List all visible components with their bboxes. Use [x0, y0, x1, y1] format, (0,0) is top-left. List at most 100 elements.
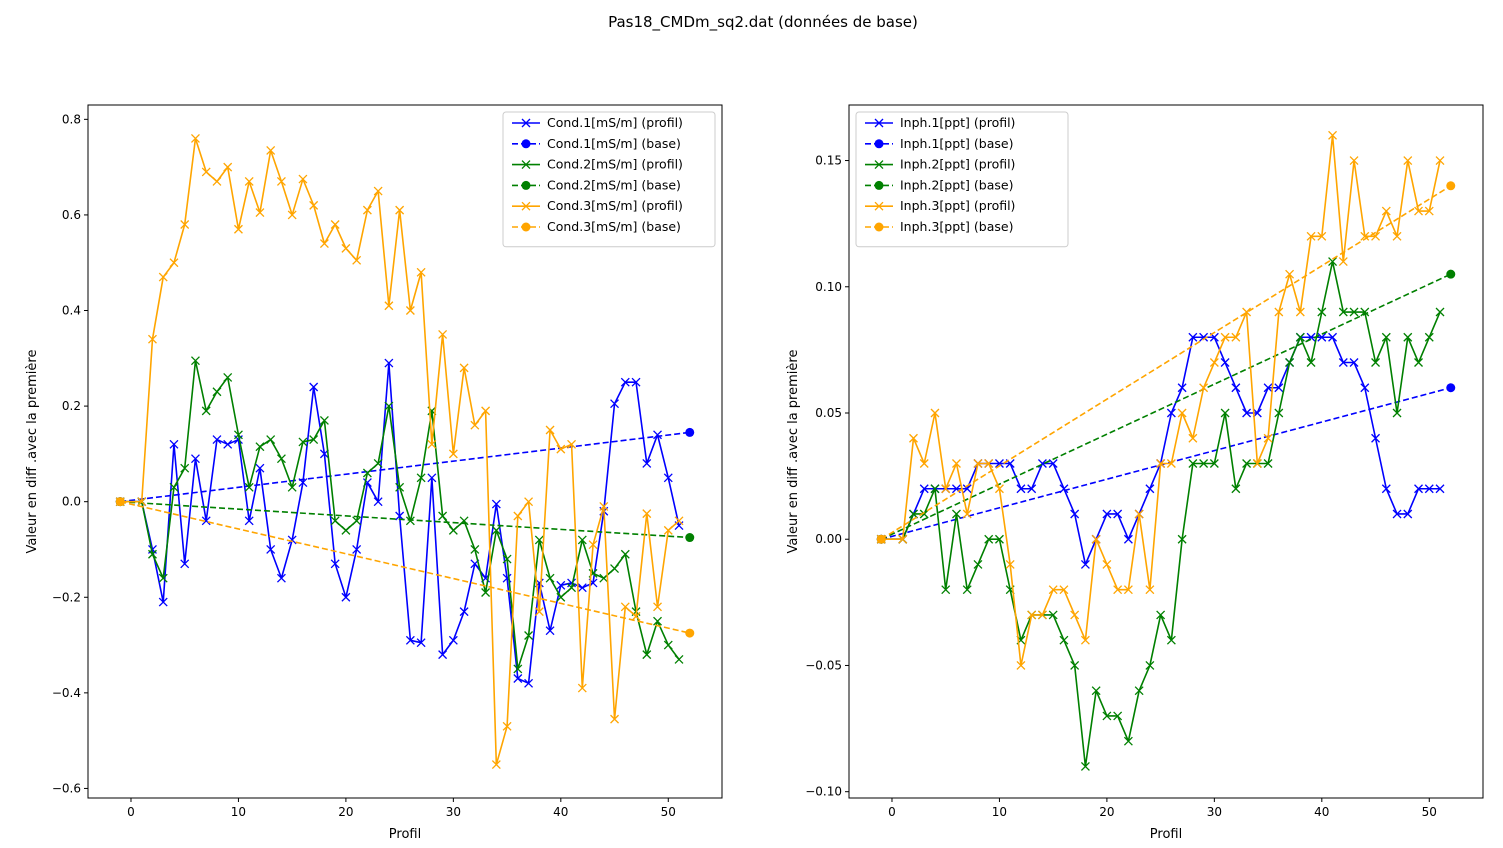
x-marker-stroke [545, 425, 555, 435]
x-marker [642, 458, 652, 468]
x-marker-stroke [1338, 307, 1348, 317]
x-marker-stroke [1435, 484, 1445, 494]
point-marker [685, 533, 695, 543]
x-marker-stroke [169, 258, 179, 268]
x-marker-stroke [994, 484, 1004, 494]
x-marker [223, 372, 233, 382]
y-tick-label: −0.10 [805, 785, 842, 799]
x-marker-stroke [330, 516, 340, 526]
x-marker-stroke [341, 243, 351, 253]
x-marker [1424, 206, 1434, 216]
x-marker-stroke [1306, 231, 1316, 241]
x-marker [276, 454, 286, 464]
x-marker-stroke [1263, 459, 1273, 468]
x-marker [502, 721, 512, 731]
x-marker [994, 534, 1004, 544]
x-marker-stroke [1285, 269, 1295, 279]
x-marker-stroke [534, 535, 544, 545]
x-marker-stroke [1403, 332, 1413, 342]
chart-panel-inphase: 0 10 20 30 40 50 −0.10 −0.05 0.00 0.05 0.10 0.15 Pro… [786, 104, 1484, 842]
x-marker [287, 535, 297, 545]
x-marker-stroke [405, 635, 415, 645]
x-marker [1188, 433, 1198, 443]
x-marker [255, 208, 265, 217]
y-tick-label: 0.6 [62, 208, 81, 222]
x-marker-stroke [1209, 459, 1219, 468]
x-marker [416, 638, 426, 648]
x-marker-stroke [1016, 660, 1026, 670]
x-marker [427, 439, 437, 449]
legend-label: Inph.3[ppt] (base) [900, 219, 1013, 234]
x-marker-stroke [962, 484, 972, 494]
legend-item: Cond.2[mS/m] (profil) [512, 157, 683, 172]
x-marker [373, 458, 383, 468]
y-tick-label: 0.0 [62, 495, 81, 509]
x-marker-stroke [438, 650, 448, 660]
x-marker-stroke [287, 482, 297, 492]
x-marker [577, 583, 587, 593]
series-line [120, 500, 690, 634]
x-marker-stroke [1166, 635, 1176, 645]
x-marker [1360, 307, 1370, 317]
x-tick-label: 30 [1207, 805, 1222, 819]
x-marker-stroke [201, 167, 211, 177]
x-marker [994, 484, 1004, 494]
x-marker-stroke [287, 535, 297, 545]
x-marker-stroke [1188, 433, 1198, 443]
x-marker-stroke [1199, 459, 1209, 468]
x-marker-stroke [1231, 484, 1241, 494]
x-marker-stroke [319, 239, 329, 249]
legend-marker [521, 160, 531, 170]
x-marker-stroke [298, 478, 308, 488]
x-marker [1059, 635, 1069, 645]
x-marker-stroke [384, 401, 394, 411]
x-marker [255, 463, 265, 473]
x-marker [491, 499, 501, 509]
x-marker-stroke [1435, 307, 1445, 317]
x-marker [180, 559, 190, 569]
x-marker-stroke [1091, 686, 1101, 696]
x-marker-stroke [1274, 307, 1284, 317]
x-marker-stroke [1070, 660, 1080, 670]
x-marker-stroke [276, 573, 286, 583]
x-marker-stroke [491, 499, 501, 509]
x-marker [1435, 307, 1445, 317]
legend-item: Inph.2[ppt] (profil) [865, 157, 1015, 172]
x-marker-stroke [255, 442, 265, 452]
x-marker [416, 267, 426, 277]
x-marker-stroke [674, 516, 684, 526]
x-tick-label: 0 [127, 805, 135, 819]
x-marker-stroke [642, 458, 652, 468]
x-marker [1338, 307, 1348, 317]
x-marker-stroke [1371, 358, 1381, 367]
x-marker-stroke [1360, 231, 1370, 241]
series-5 [115, 497, 695, 638]
x-marker [674, 654, 684, 664]
x-marker-stroke [1059, 484, 1069, 494]
x-marker [1220, 408, 1230, 418]
x-marker-stroke [1414, 484, 1423, 494]
chart-panel-conductivity: 0 10 20 30 40 50 −0.6 −0.4 −0.2 0.0 0.2 0.4 0.6 0.8 Pr… [25, 104, 723, 842]
x-marker-stroke [1392, 408, 1402, 418]
x-marker-stroke [266, 145, 276, 155]
x-marker [1424, 484, 1434, 494]
x-tick-label: 50 [1422, 805, 1437, 819]
x-marker [930, 408, 940, 418]
x-marker [1274, 307, 1284, 317]
x-marker-stroke [244, 516, 254, 526]
x-marker [438, 511, 448, 521]
x-marker [352, 516, 362, 526]
x-marker-stroke [631, 377, 641, 387]
legend-label: Cond.2[mS/m] (profil) [547, 157, 683, 172]
x-marker [352, 255, 362, 265]
x-marker [1102, 509, 1112, 519]
x-marker [201, 167, 211, 177]
x-marker-stroke [255, 463, 265, 473]
x-marker-stroke [1295, 332, 1305, 342]
x-marker-stroke [1123, 736, 1133, 746]
x-marker [1016, 660, 1026, 670]
x-marker-stroke [1166, 459, 1176, 468]
x-marker-stroke [244, 482, 254, 492]
x-marker-stroke [513, 511, 523, 521]
x-marker-stroke [298, 174, 308, 184]
